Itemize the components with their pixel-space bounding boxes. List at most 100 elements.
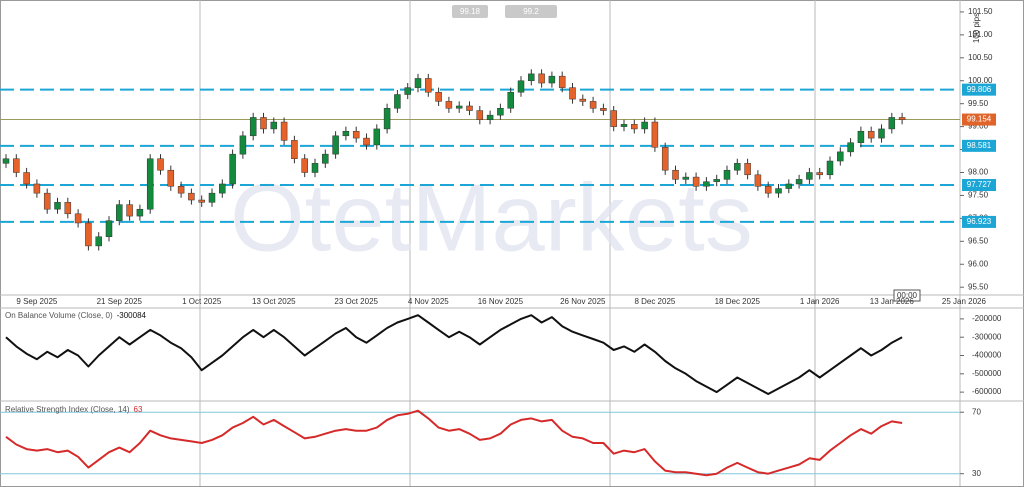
candle-body xyxy=(394,94,401,109)
candle-body xyxy=(85,222,92,247)
x-tick-label: 9 Sep 2025 xyxy=(16,297,57,306)
candle-body xyxy=(703,181,710,187)
candle-body xyxy=(435,91,442,102)
indicator-line xyxy=(5,409,903,477)
candle-body xyxy=(363,137,370,146)
candle-body xyxy=(188,192,195,201)
candle-body xyxy=(538,73,545,84)
candle-body xyxy=(33,183,41,194)
candle-body xyxy=(445,101,453,109)
y-tick-label: 100.50 xyxy=(968,53,993,62)
level-label: 96.923 xyxy=(967,217,992,226)
candle-body xyxy=(600,108,607,111)
candle-body xyxy=(847,142,854,153)
candle-body xyxy=(146,158,154,210)
y-tick-label: 101.50 xyxy=(968,7,993,16)
candle-body xyxy=(167,169,175,187)
candle-body xyxy=(631,124,638,130)
candle-body xyxy=(754,174,762,187)
bid-price: 99.18 xyxy=(460,7,481,16)
candle-body xyxy=(219,183,226,194)
watermark: OtetMarkets xyxy=(230,164,753,271)
candle-body xyxy=(455,105,463,109)
candle-body xyxy=(806,172,813,180)
candle-body xyxy=(105,220,113,237)
candle-body xyxy=(610,110,617,127)
candle-body xyxy=(2,158,10,164)
y-tick-label: 100.00 xyxy=(968,76,993,85)
candle-body xyxy=(589,101,597,109)
candle-body xyxy=(239,135,247,155)
level-label-box xyxy=(962,83,996,96)
x-tick-label: 4 Nov 2025 xyxy=(408,297,449,306)
candle-body xyxy=(280,121,288,141)
candle-body xyxy=(177,186,185,194)
candle-body xyxy=(785,183,793,189)
quote-boxes: 99.18 99.2 xyxy=(452,5,557,18)
level-label-box xyxy=(962,179,996,192)
candle-body xyxy=(620,124,628,127)
candle-body xyxy=(744,163,751,176)
y-tick-label: -600000 xyxy=(972,387,1002,396)
candle-body xyxy=(661,147,669,171)
y-tick-label: -200000 xyxy=(972,314,1002,323)
candle-body xyxy=(208,192,216,203)
candle-body xyxy=(43,192,51,210)
candle-body xyxy=(888,117,896,130)
y-tick-label: -500000 xyxy=(972,369,1002,378)
time-label: 00:00 xyxy=(897,291,918,300)
candle-body xyxy=(476,110,484,120)
y-tick-label: 97.50 xyxy=(968,191,989,200)
candle-body xyxy=(898,117,906,120)
candle-body xyxy=(826,160,834,176)
candle-body xyxy=(352,130,360,139)
candle-body xyxy=(672,169,679,180)
candle-body xyxy=(414,78,422,88)
x-tick-label: 1 Jan 2026 xyxy=(800,297,840,306)
candle-body xyxy=(13,158,20,173)
y-tick-label: 99.00 xyxy=(968,122,989,131)
candle-body xyxy=(74,213,82,224)
indicator-title: Relative Strength Index (Close, 14) xyxy=(5,405,130,414)
level-label: 99.806 xyxy=(967,85,992,94)
x-tick-label: 13 Jan 2026 xyxy=(870,297,915,306)
current-price-label: 99.154 xyxy=(967,115,992,124)
indicator-title: On Balance Volume (Close, 0) xyxy=(5,311,113,320)
candle-body xyxy=(528,73,535,81)
candle-body xyxy=(373,128,381,146)
candle-body xyxy=(558,75,566,88)
x-tick-label: 21 Sep 2025 xyxy=(97,297,143,306)
y-tick-label: -300000 xyxy=(972,332,1002,341)
candle-body xyxy=(692,176,700,187)
candle-body xyxy=(260,117,267,130)
candle-body xyxy=(775,188,782,194)
candle-body xyxy=(867,130,875,139)
candle-body xyxy=(713,179,720,182)
candle-body xyxy=(795,179,803,185)
indicator-last-value: 63 xyxy=(134,405,143,414)
x-tick-label: 26 Nov 2025 xyxy=(560,297,606,306)
ask-price: 99.2 xyxy=(523,7,539,16)
candle-body xyxy=(404,87,411,95)
x-tick-label: 25 Jan 2026 xyxy=(942,297,987,306)
x-tick-label: 18 Dec 2025 xyxy=(715,297,761,306)
range-label: 100 pips xyxy=(972,13,981,43)
candle-body xyxy=(486,114,494,120)
ask-box xyxy=(505,5,557,18)
y-tick-label: 99.50 xyxy=(968,99,989,108)
candle-body xyxy=(507,91,514,109)
x-tick-label: 8 Dec 2025 xyxy=(634,297,675,306)
candle-body xyxy=(651,121,659,148)
candle-body xyxy=(641,121,648,130)
candle-body xyxy=(383,108,391,130)
time-box xyxy=(893,289,921,302)
candle-body xyxy=(342,130,350,137)
candle-body xyxy=(734,163,741,171)
candle-body xyxy=(270,121,278,130)
candle-body xyxy=(301,158,308,173)
candle-body xyxy=(229,153,236,185)
level-label: 97.727 xyxy=(967,180,992,189)
y-tick-label: 70 xyxy=(972,407,981,416)
candle-body xyxy=(332,135,339,155)
y-tick-label: 95.50 xyxy=(968,282,989,291)
